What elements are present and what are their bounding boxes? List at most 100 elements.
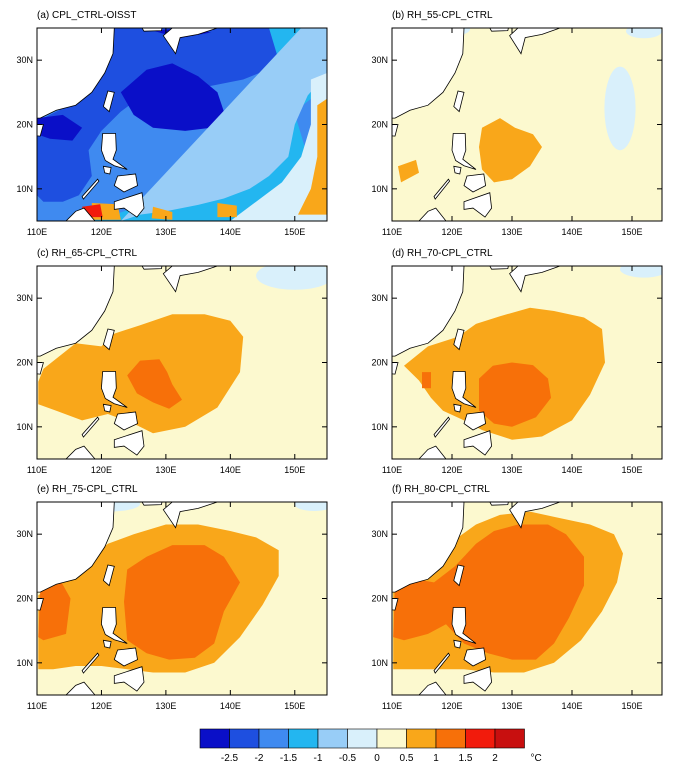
panel-title: (a) CPL_CTRL-OISST (37, 10, 136, 21)
lon-tick-label: 130E (501, 227, 522, 237)
colorbar-label: -1.5 (280, 753, 298, 764)
anomaly-contour (479, 118, 542, 183)
coastline (100, 133, 128, 170)
coastline (463, 666, 493, 692)
lat-tick-label: 30N (16, 293, 33, 303)
colorbar-swatch (317, 728, 348, 749)
lat-tick-label: 20N (16, 120, 33, 130)
colorbar-swatch (494, 728, 525, 749)
coastline (37, 266, 115, 357)
lat-tick-label: 20N (16, 594, 33, 604)
map-panel-d: (d) RH_70-CPL_CTRL 110E 120E 130E 140E 150E 30… (371, 248, 663, 475)
coastline (102, 403, 112, 413)
anomaly-contour (37, 114, 83, 141)
coastline (392, 445, 447, 459)
lon-tick-label: 120E (441, 701, 462, 711)
coastline (392, 502, 465, 593)
panel-title: (b) RH_55-CPL_CTRL (392, 10, 493, 21)
anomaly-contour (38, 582, 71, 641)
coastline (509, 266, 561, 293)
anomaly-contour (398, 159, 419, 183)
colorbar-swatch (288, 728, 319, 749)
colorbar-swatch (199, 728, 230, 749)
coastline (392, 28, 465, 119)
coastline (463, 647, 487, 667)
coastline (451, 133, 477, 170)
coastline (453, 639, 462, 649)
colorbar-swatch (435, 728, 466, 749)
coastline (102, 328, 115, 351)
colorbar-label: 1.5 (459, 753, 473, 764)
lon-tick-label: 120E (91, 465, 112, 475)
lat-tick-label: 10N (371, 422, 388, 432)
coastline (453, 328, 465, 351)
coastline (509, 502, 561, 529)
coastline (100, 607, 128, 644)
coastline (463, 192, 493, 218)
lon-tick-label: 120E (441, 227, 462, 237)
coastline (37, 207, 96, 221)
colorbar-label: -2.5 (221, 753, 239, 764)
coastline (102, 165, 112, 175)
coastline (463, 411, 487, 431)
coastline (489, 28, 509, 32)
coastline (392, 266, 465, 357)
coastline (37, 502, 115, 593)
colorbar-swatch (376, 728, 407, 749)
lon-tick-label: 130E (155, 227, 176, 237)
map-panel-c: (c) RH_65-CPL_CTRL 110E 120E 130E 140E 150E 30… (16, 248, 328, 475)
coastline (463, 430, 493, 456)
anomaly-contour (217, 203, 237, 218)
colorbar-label: -2 (255, 753, 264, 764)
colorbar-label: 0.5 (400, 753, 414, 764)
coastline (433, 178, 451, 200)
lon-tick-label: 140E (220, 701, 241, 711)
anomaly-contour (256, 266, 327, 290)
coastline (453, 403, 462, 413)
coastline (102, 90, 115, 113)
panel-title: (e) RH_75-CPL_CTRL (37, 484, 138, 495)
lon-tick-label: 110E (27, 701, 47, 711)
panel-title: (c) RH_65-CPL_CTRL (37, 248, 137, 259)
lon-tick-label: 120E (91, 701, 112, 711)
lat-tick-label: 30N (371, 529, 388, 539)
map-panel-f: (f) RH_80-CPL_CTRL 110E 120E 130E 140E 150E 30… (371, 484, 663, 711)
lat-tick-label: 10N (16, 422, 33, 432)
colorbar-swatch (347, 728, 378, 749)
coastline (37, 445, 96, 459)
coastline (453, 564, 465, 587)
lon-tick-label: 110E (382, 465, 402, 475)
coastline (113, 411, 138, 431)
coastline (37, 681, 96, 695)
colorbar-label: 2 (492, 753, 498, 764)
lat-tick-label: 20N (371, 594, 388, 604)
anomaly-contour (124, 545, 240, 660)
map-panel-b: (b) RH_55-CPL_CTRL 110E 120E 130E 140E 150E 30… (371, 10, 663, 237)
lon-tick-label: 140E (561, 465, 582, 475)
panel-title: (f) RH_80-CPL_CTRL (392, 484, 490, 495)
coastline (451, 607, 477, 644)
colorbar-swatch (465, 728, 496, 749)
anomaly-contour (120, 28, 327, 221)
lon-tick-label: 150E (284, 465, 305, 475)
coastline (509, 28, 561, 55)
lat-tick-label: 10N (371, 658, 388, 668)
coastline (102, 564, 115, 587)
lon-tick-label: 140E (220, 227, 241, 237)
anomaly-contour (230, 73, 327, 221)
colorbar-swatch (229, 728, 260, 749)
anomaly-contour (127, 359, 182, 409)
anomaly-contour (393, 524, 584, 660)
coastline (489, 266, 509, 270)
lon-tick-label: 150E (284, 227, 305, 237)
colorbar-label: 0 (374, 753, 380, 764)
anomaly-contour (620, 266, 662, 278)
anomaly-contour (422, 372, 431, 389)
coastline (37, 28, 115, 119)
coastline (433, 416, 451, 438)
anomaly-contour (479, 362, 551, 427)
lon-tick-label: 150E (284, 701, 305, 711)
lon-tick-label: 110E (382, 701, 402, 711)
anomaly-contour (298, 98, 327, 215)
